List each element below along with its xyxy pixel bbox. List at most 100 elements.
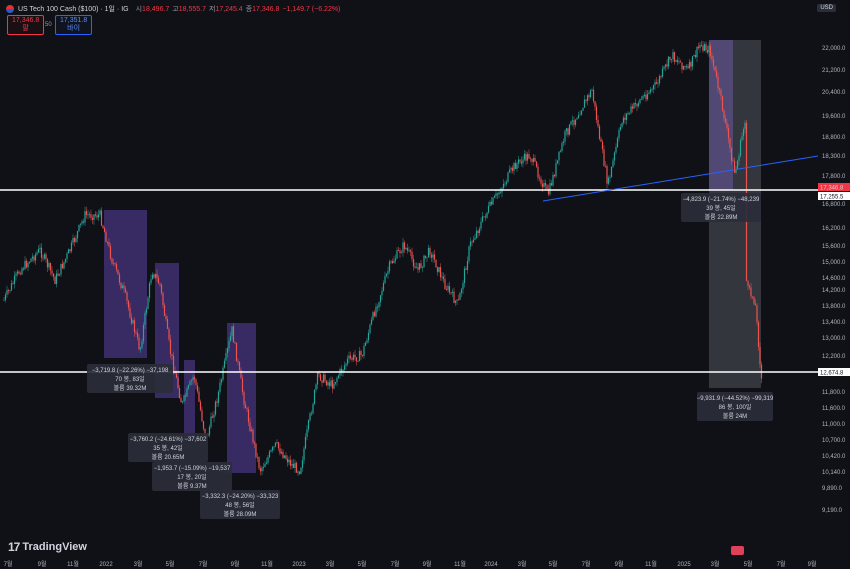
candle-body — [397, 250, 400, 252]
candle-body — [171, 353, 173, 356]
candle-body — [333, 383, 335, 389]
candle-body — [625, 113, 628, 120]
candle-body — [199, 401, 202, 411]
candle-body — [385, 274, 388, 277]
candle-body — [528, 154, 530, 159]
candle-body — [720, 90, 722, 96]
candle-body — [67, 249, 70, 254]
candle-body — [753, 297, 755, 304]
candle-body — [574, 119, 577, 125]
candle-body — [211, 416, 214, 418]
candle-body — [417, 267, 419, 270]
low-line-price-tag[interactable] — [818, 368, 850, 376]
trend-line[interactable] — [542, 155, 819, 202]
candle-body — [717, 76, 719, 89]
ohlc-readout: 시18,496.7 고18,555.7 저17,245.4 종17,346.8 −1,1… — [133, 4, 341, 14]
candle-body — [598, 126, 601, 139]
candle-body — [711, 55, 713, 60]
price-tick-label: 15,600.0 — [822, 244, 846, 250]
candle-body — [507, 172, 509, 182]
candle-body — [438, 267, 440, 272]
candle-body — [216, 401, 218, 403]
candle-body — [151, 274, 154, 280]
candle-body — [337, 375, 340, 378]
candle-body — [471, 241, 473, 243]
candle-body — [222, 367, 224, 380]
candle-body — [334, 382, 337, 384]
tradingview-watermark: 17 TradingView — [8, 540, 87, 554]
candle-body — [483, 216, 485, 218]
sell-button[interactable]: 17,346.8 팔 — [7, 15, 45, 35]
candle-body — [439, 267, 442, 278]
candle-body — [489, 201, 491, 206]
price-tick-label: 9,190.0 — [822, 508, 843, 514]
price-tick-label: 13,400.0 — [822, 320, 846, 326]
time-axis[interactable]: 7월 9월 11월 2022 3월 5월 7월 9월 11월 2023 3월 5월 7월 9월 11월 202… — [4, 560, 817, 568]
candle-body — [733, 160, 736, 173]
candle-body — [463, 268, 466, 284]
buy-button[interactable]: 17,351.8 바이 — [55, 15, 93, 35]
symbol-header[interactable]: US Tech 100 Cash ($100) · 1일 · IG 시18,49… — [6, 4, 340, 14]
time-tick-label: 11월 — [67, 560, 79, 568]
line-price-tag[interactable] — [818, 192, 850, 200]
candle-body — [40, 247, 43, 258]
candle-body — [637, 103, 640, 107]
candle-body — [621, 123, 623, 127]
candle-body — [672, 52, 674, 60]
candle-body — [150, 279, 152, 284]
candle-body — [652, 85, 655, 90]
time-tick-label: 2023 — [292, 562, 306, 568]
candle-body — [121, 285, 124, 289]
candle-body — [616, 138, 619, 148]
currency-selector[interactable]: USD — [817, 4, 836, 12]
current-price-tag[interactable] — [818, 183, 850, 191]
candle-body — [472, 239, 475, 243]
candle-body — [540, 178, 542, 184]
candle-body — [568, 124, 571, 135]
candle-body — [670, 59, 673, 60]
price-tick-label: 15,000.0 — [822, 260, 846, 266]
candle-body — [468, 246, 470, 262]
candle-body — [630, 106, 632, 113]
candle-body — [712, 59, 715, 67]
candle-body — [523, 153, 526, 160]
replay-icon[interactable] — [731, 546, 744, 555]
candle-body — [106, 242, 109, 243]
candle-body — [697, 46, 700, 48]
measure-label-box — [128, 433, 208, 462]
candle-body — [124, 288, 127, 293]
candle-body — [655, 82, 658, 84]
candle-body — [201, 410, 203, 422]
candle-body — [480, 221, 482, 229]
candle-body — [226, 348, 229, 353]
candle-body — [309, 413, 311, 421]
candle-body — [747, 280, 749, 286]
us-flag-icon — [6, 5, 14, 13]
candle-body — [127, 300, 130, 308]
price-axis[interactable]: 22,000.0 21,200.0 20,400.0 19,600.0 18,800.0… — [822, 46, 846, 514]
candle-body — [465, 268, 467, 270]
symbol-title[interactable]: US Tech 100 Cash ($100) · 1일 · IG — [18, 6, 129, 13]
candle-body — [685, 66, 688, 68]
price-tick-label: 18,800.0 — [822, 135, 846, 141]
time-tick-label: 3월 — [134, 560, 143, 568]
candle-body — [603, 149, 605, 167]
candle-body — [117, 269, 119, 275]
price-tick-label: 21,200.0 — [822, 68, 846, 74]
candle-body — [504, 183, 506, 185]
candle-body — [492, 197, 494, 205]
candle-body — [600, 138, 602, 142]
candle-body — [700, 44, 703, 46]
candle-body — [94, 214, 97, 216]
candle-body — [85, 211, 88, 215]
candle-body — [609, 177, 611, 179]
measure-volume: 볼륨 9.37M — [177, 483, 206, 490]
candle-body — [210, 416, 212, 427]
candle-body — [460, 289, 463, 293]
candle-body — [316, 372, 319, 385]
candle-body — [544, 183, 547, 186]
candle-body — [322, 374, 325, 383]
candle-body — [564, 131, 566, 142]
candle-body — [3, 299, 5, 301]
